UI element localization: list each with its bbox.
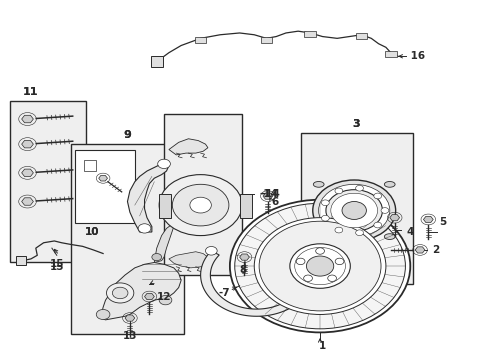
Bar [239,194,251,218]
Circle shape [355,185,363,191]
Bar [300,134,412,284]
Polygon shape [239,254,249,260]
Bar [194,37,206,42]
Text: 6: 6 [271,197,279,207]
Circle shape [254,218,385,315]
Polygon shape [21,140,33,148]
Text: -7: -7 [218,288,229,298]
Circle shape [303,275,312,282]
Circle shape [312,180,395,241]
Text: 10: 10 [84,227,99,237]
Circle shape [330,193,377,228]
Ellipse shape [384,181,394,187]
Polygon shape [168,252,210,268]
Text: 1: 1 [318,341,325,351]
Circle shape [334,258,343,265]
Text: -14: -14 [261,189,280,199]
Circle shape [189,197,211,213]
Circle shape [341,202,366,220]
Circle shape [306,256,333,276]
Text: 15: 15 [49,262,64,272]
Circle shape [205,247,217,255]
Text: 11: 11 [22,87,38,97]
Circle shape [373,193,381,199]
Polygon shape [21,198,33,205]
Circle shape [289,244,349,288]
Circle shape [234,203,405,329]
Text: 13: 13 [122,331,137,341]
Bar [159,194,171,218]
Bar [16,256,26,265]
Circle shape [327,275,336,282]
Circle shape [305,277,317,286]
Bar [151,56,162,67]
Circle shape [152,253,161,261]
Circle shape [380,208,388,213]
Circle shape [373,222,381,228]
Polygon shape [389,215,399,221]
Circle shape [159,296,171,305]
Bar [355,33,366,39]
Circle shape [158,159,170,168]
Polygon shape [21,169,33,176]
Bar [260,37,272,42]
Ellipse shape [313,234,324,239]
Bar [75,149,135,223]
Circle shape [159,175,242,235]
Circle shape [259,221,380,311]
Text: 9: 9 [123,130,131,140]
Text: 8: 8 [239,265,246,275]
Text: 16: 16 [406,51,424,61]
Polygon shape [414,247,424,253]
Circle shape [315,248,324,254]
Text: 3: 3 [351,120,359,129]
Polygon shape [127,162,168,232]
Circle shape [325,190,382,231]
Circle shape [112,287,128,299]
Bar [10,101,86,262]
Ellipse shape [384,234,394,239]
Circle shape [321,215,328,221]
Circle shape [321,200,328,206]
Bar [304,31,316,37]
Text: 10: 10 [84,227,99,237]
Polygon shape [144,293,154,300]
Circle shape [106,283,134,303]
Circle shape [229,200,409,332]
Bar [163,114,242,275]
Circle shape [334,188,342,194]
Bar [83,160,96,171]
Polygon shape [263,193,272,199]
Circle shape [172,184,228,226]
Circle shape [138,224,151,233]
Polygon shape [101,262,181,320]
Text: 9: 9 [123,130,131,140]
Ellipse shape [313,181,324,187]
Circle shape [318,184,389,237]
Circle shape [96,310,110,319]
Polygon shape [21,115,33,123]
Text: 2: 2 [431,245,439,255]
Text: 12: 12 [157,292,171,302]
Polygon shape [200,251,311,316]
Text: 3: 3 [351,120,359,129]
Text: 4: 4 [406,227,413,237]
Bar [71,144,183,334]
Circle shape [355,230,363,235]
Polygon shape [154,225,173,262]
Polygon shape [423,216,432,222]
Polygon shape [168,139,207,155]
Text: 5: 5 [439,217,446,227]
Circle shape [334,227,342,233]
Text: 11: 11 [22,87,38,97]
Text: -14: -14 [259,189,278,199]
Text: 15: 15 [49,259,64,269]
Polygon shape [99,175,107,181]
Circle shape [296,258,305,265]
Polygon shape [125,315,135,321]
Bar [384,51,396,57]
